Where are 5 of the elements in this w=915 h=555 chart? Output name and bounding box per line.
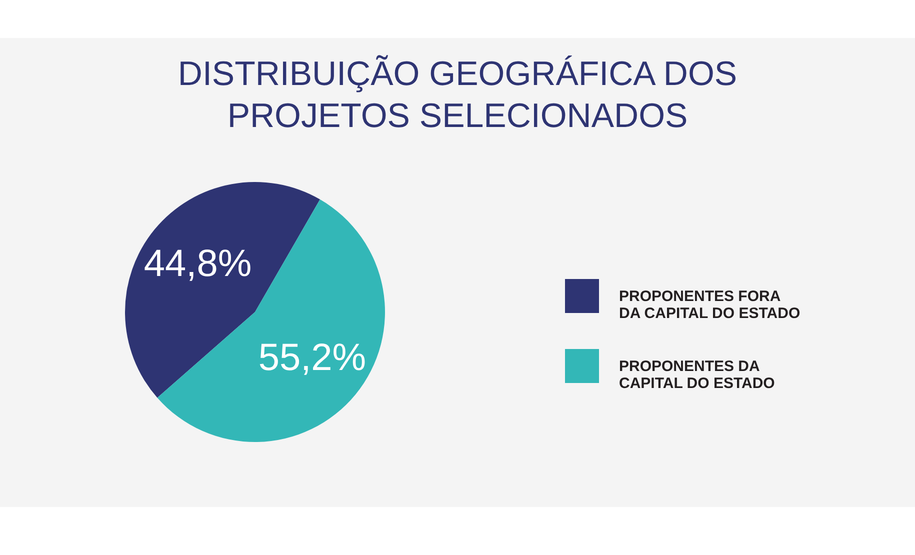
legend-label: PROPONENTES FORA DA CAPITAL DO ESTADO xyxy=(619,288,800,322)
data-label: 44,8% xyxy=(144,243,252,286)
legend-label: PROPONENTES DA CAPITAL DO ESTADO xyxy=(619,358,776,392)
data-label: 55,2% xyxy=(258,336,366,379)
chart-title: DISTRIBUIÇÃO GEOGRÁFICA DOS PROJETOS SELECIONADOS xyxy=(178,55,738,135)
